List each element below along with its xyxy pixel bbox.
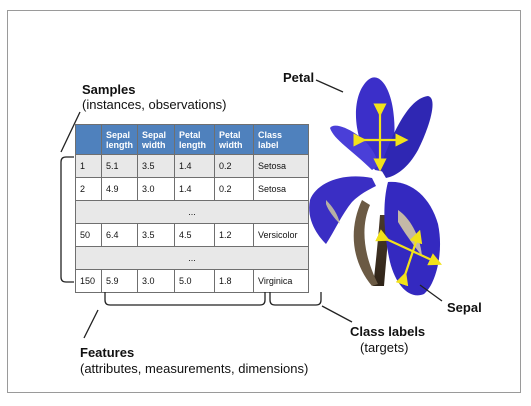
features-subtitle: (attributes, measurements, dimensions) — [80, 361, 309, 376]
iris-flower-illustration — [309, 77, 441, 296]
features-pointer-line — [83, 309, 99, 339]
samples-subtitle: (instances, observations) — [82, 97, 227, 112]
table-header-row: Sepal length Sepal width Petal length Pe… — [75, 124, 309, 155]
table-cell: 1.4 — [174, 154, 215, 178]
sepal-width-arrow — [395, 229, 423, 287]
ellipsis-cell: ... — [75, 246, 309, 270]
table-row: 2 4.9 3.0 1.4 0.2 Setosa — [75, 177, 309, 201]
header-petal-width: Petal width — [214, 124, 254, 155]
sepal-label: Sepal — [447, 300, 482, 315]
table-cell: 1.2 — [214, 223, 254, 247]
table-cell: Setosa — [253, 177, 309, 201]
table-cell: 0.2 — [214, 154, 254, 178]
table-cell: 1 — [75, 154, 102, 178]
ellipsis-cell: ... — [75, 200, 309, 224]
sepal-pointer-line — [419, 284, 443, 302]
table-ellipsis-row: ... — [75, 246, 309, 270]
class-labels-pointer-line — [321, 305, 353, 323]
table-cell: 3.0 — [137, 269, 175, 293]
class-labels-title: Class labels — [350, 324, 426, 339]
samples-title: Samples — [82, 82, 136, 97]
features-title: Features — [80, 345, 135, 360]
table-cell: 1.4 — [174, 177, 215, 201]
class-labels-subtitle: (targets) — [360, 340, 409, 355]
table-cell: 3.0 — [137, 177, 175, 201]
samples-bracket — [60, 156, 74, 283]
features-bracket — [104, 292, 266, 306]
table-cell: 2 — [75, 177, 102, 201]
table-cell: 150 — [75, 269, 102, 293]
petal-pointer-line — [315, 79, 344, 93]
header-class-label: Class label — [253, 124, 309, 155]
table-cell: 5.9 — [101, 269, 138, 293]
petal-label: Petal — [283, 70, 315, 85]
class-labels-bracket — [269, 292, 322, 306]
table-row: 1 5.1 3.5 1.4 0.2 Setosa — [75, 154, 309, 178]
iris-data-table: Sepal length Sepal width Petal length Pe… — [75, 124, 309, 293]
header-index — [75, 124, 102, 155]
table-cell: Virginica — [253, 269, 309, 293]
samples-pointer-line — [60, 111, 81, 153]
header-sepal-width: Sepal width — [137, 124, 175, 155]
table-cell: 5.1 — [101, 154, 138, 178]
table-cell: 4.5 — [174, 223, 215, 247]
table-row: 150 5.9 3.0 5.0 1.8 Virginica — [75, 269, 309, 293]
table-cell: 3.5 — [137, 154, 175, 178]
table-ellipsis-row: ... — [75, 200, 309, 224]
table-cell: Setosa — [253, 154, 309, 178]
